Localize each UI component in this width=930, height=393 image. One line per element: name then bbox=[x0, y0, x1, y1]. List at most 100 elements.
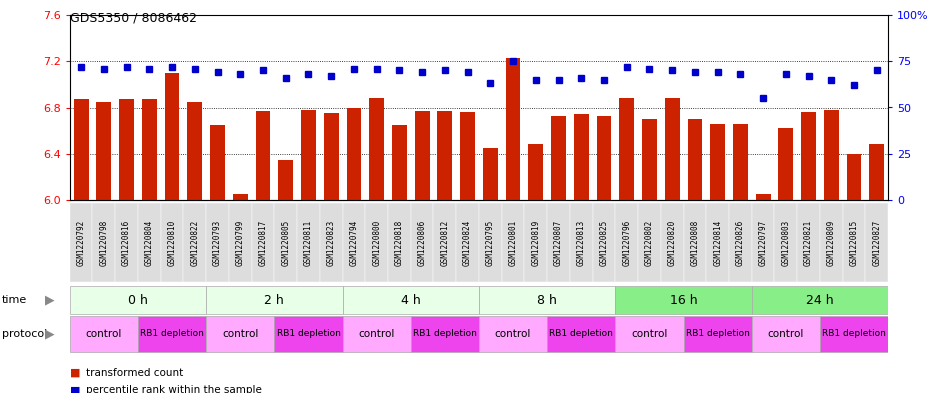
Text: GSM1220792: GSM1220792 bbox=[76, 219, 86, 266]
Bar bbox=[843, 204, 866, 282]
Bar bbox=[70, 286, 206, 314]
Bar bbox=[706, 204, 729, 282]
Text: GSM1220801: GSM1220801 bbox=[509, 219, 518, 266]
Bar bbox=[820, 316, 888, 352]
Text: GSM1220820: GSM1220820 bbox=[668, 219, 677, 266]
Text: ■: ■ bbox=[70, 367, 84, 378]
Bar bbox=[161, 204, 183, 282]
Bar bbox=[479, 316, 547, 352]
Text: GSM1220803: GSM1220803 bbox=[781, 219, 790, 266]
Text: GSM1220821: GSM1220821 bbox=[804, 219, 813, 266]
Bar bbox=[142, 99, 156, 200]
Bar bbox=[801, 112, 816, 200]
Text: ▶: ▶ bbox=[45, 327, 54, 340]
Text: GSM1220802: GSM1220802 bbox=[644, 219, 654, 266]
Text: GSM1220827: GSM1220827 bbox=[872, 219, 882, 266]
Bar bbox=[596, 116, 611, 200]
Bar bbox=[206, 286, 342, 314]
Bar bbox=[229, 204, 252, 282]
Bar bbox=[347, 108, 361, 200]
Bar bbox=[433, 204, 457, 282]
Text: GSM1220799: GSM1220799 bbox=[235, 219, 245, 266]
Text: control: control bbox=[631, 329, 668, 339]
Bar bbox=[274, 316, 342, 352]
Bar bbox=[92, 204, 115, 282]
Bar bbox=[342, 316, 411, 352]
Bar bbox=[232, 194, 247, 200]
Text: GSM1220804: GSM1220804 bbox=[145, 219, 153, 266]
Bar bbox=[506, 58, 521, 200]
Text: GSM1220805: GSM1220805 bbox=[281, 219, 290, 266]
Bar bbox=[642, 119, 657, 200]
Text: GSM1220798: GSM1220798 bbox=[100, 219, 109, 266]
Bar bbox=[797, 204, 820, 282]
Bar bbox=[729, 204, 751, 282]
Text: GSM1220818: GSM1220818 bbox=[395, 219, 404, 266]
Bar bbox=[119, 99, 134, 200]
Bar bbox=[457, 204, 479, 282]
Bar bbox=[501, 204, 525, 282]
Bar bbox=[778, 128, 793, 200]
Bar bbox=[278, 160, 293, 200]
Bar bbox=[138, 204, 161, 282]
Text: GSM1220797: GSM1220797 bbox=[759, 219, 767, 266]
Bar bbox=[479, 204, 501, 282]
Bar bbox=[684, 316, 751, 352]
Bar bbox=[252, 204, 274, 282]
Text: GSM1220807: GSM1220807 bbox=[554, 219, 563, 266]
Text: GSM1220809: GSM1220809 bbox=[827, 219, 836, 266]
Text: GSM1220800: GSM1220800 bbox=[372, 219, 381, 266]
Bar bbox=[616, 316, 684, 352]
Text: protocol: protocol bbox=[2, 329, 47, 339]
Text: RB1 depletion: RB1 depletion bbox=[413, 329, 477, 338]
Text: RB1 depletion: RB1 depletion bbox=[685, 329, 750, 338]
Bar bbox=[256, 111, 271, 200]
Bar bbox=[751, 204, 775, 282]
Text: control: control bbox=[222, 329, 259, 339]
Bar bbox=[73, 99, 88, 200]
Text: GSM1220811: GSM1220811 bbox=[304, 219, 313, 266]
Text: GDS5350 / 8086462: GDS5350 / 8086462 bbox=[70, 12, 197, 25]
Bar bbox=[415, 111, 430, 200]
Text: GSM1220814: GSM1220814 bbox=[713, 219, 723, 266]
Bar bbox=[687, 119, 702, 200]
Text: control: control bbox=[767, 329, 804, 339]
Bar bbox=[392, 125, 406, 200]
Bar bbox=[570, 204, 592, 282]
Text: GSM1220826: GSM1220826 bbox=[736, 219, 745, 266]
Text: RB1 depletion: RB1 depletion bbox=[822, 329, 886, 338]
Text: 2 h: 2 h bbox=[264, 294, 285, 307]
Text: RB1 depletion: RB1 depletion bbox=[550, 329, 613, 338]
Bar bbox=[661, 204, 684, 282]
Text: GSM1220815: GSM1220815 bbox=[849, 219, 858, 266]
Bar bbox=[525, 204, 547, 282]
Text: control: control bbox=[495, 329, 531, 339]
Bar bbox=[187, 102, 202, 200]
Bar bbox=[574, 114, 589, 200]
Bar bbox=[616, 204, 638, 282]
Text: control: control bbox=[86, 329, 122, 339]
Bar bbox=[820, 204, 843, 282]
Text: 8 h: 8 h bbox=[538, 294, 557, 307]
Bar bbox=[684, 204, 706, 282]
Bar bbox=[301, 110, 316, 200]
Text: GSM1220808: GSM1220808 bbox=[690, 219, 699, 266]
Text: GSM1220794: GSM1220794 bbox=[350, 219, 358, 266]
Bar bbox=[528, 145, 543, 200]
Bar bbox=[547, 316, 616, 352]
Bar bbox=[733, 124, 748, 200]
Text: 24 h: 24 h bbox=[806, 294, 834, 307]
Bar bbox=[206, 316, 274, 352]
Text: ■: ■ bbox=[70, 385, 84, 393]
Text: GSM1220822: GSM1220822 bbox=[191, 219, 199, 266]
Text: GSM1220824: GSM1220824 bbox=[463, 219, 472, 266]
Bar bbox=[210, 125, 225, 200]
Bar bbox=[592, 204, 616, 282]
Text: GSM1220796: GSM1220796 bbox=[622, 219, 631, 266]
Text: transformed count: transformed count bbox=[86, 367, 184, 378]
Bar bbox=[97, 102, 112, 200]
Bar bbox=[165, 73, 179, 200]
Bar bbox=[711, 124, 725, 200]
Bar bbox=[824, 110, 839, 200]
Bar bbox=[866, 204, 888, 282]
